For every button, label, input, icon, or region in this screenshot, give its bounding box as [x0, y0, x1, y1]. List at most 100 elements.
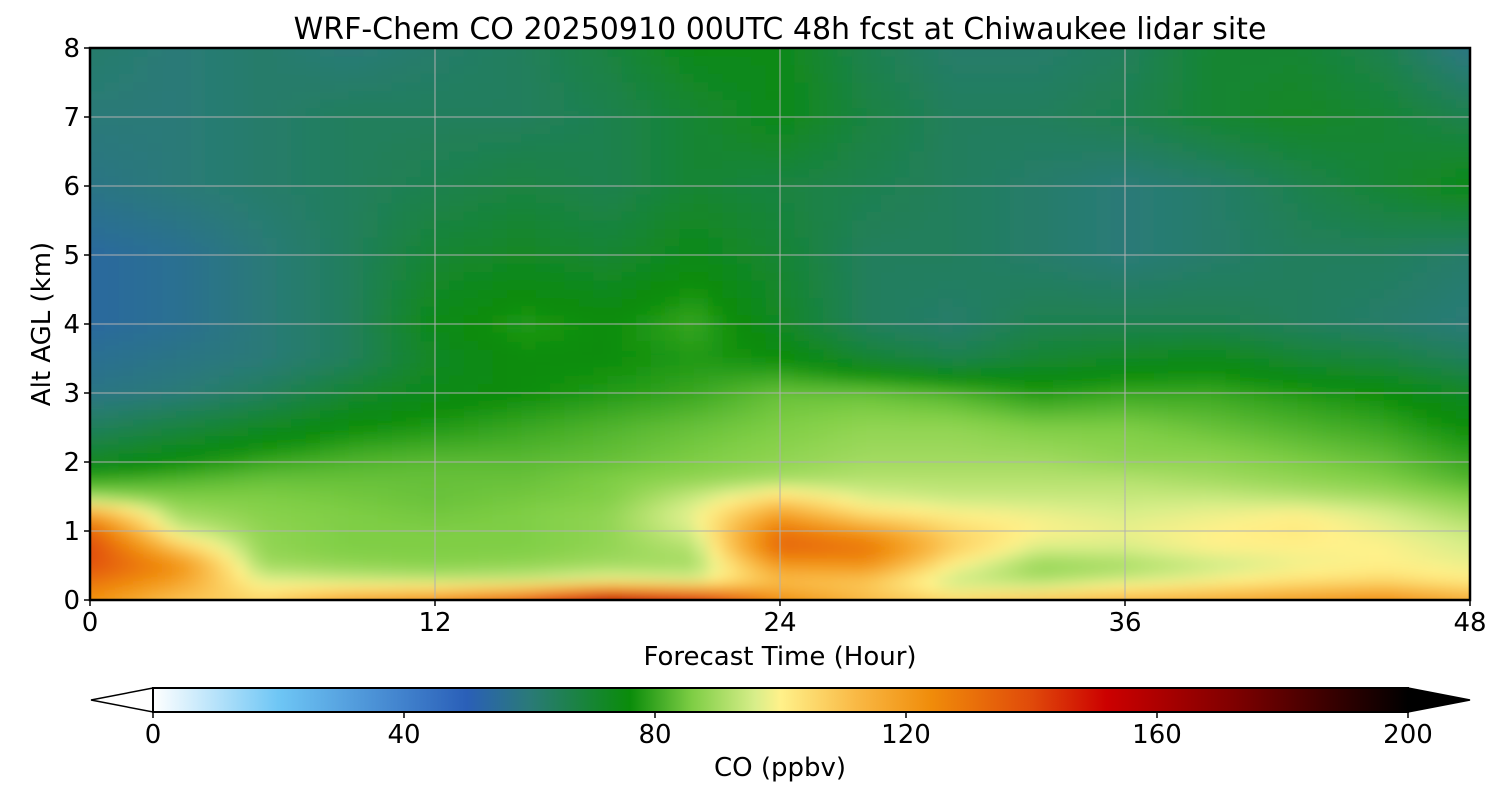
heat-cell [248, 332, 264, 342]
heat-cell [1211, 91, 1227, 101]
heat-cell [104, 306, 120, 316]
heat-cell [377, 444, 393, 454]
heat-cell [1168, 91, 1184, 101]
heat-cell [363, 194, 379, 204]
heat-cell [161, 427, 177, 437]
heat-cell [205, 31, 220, 40]
heat-cell [1455, 289, 1470, 299]
heat-cell [621, 229, 637, 239]
heat-cell [952, 194, 968, 204]
heat-cell [1297, 332, 1313, 342]
heat-cell [478, 367, 494, 377]
heat-cell [334, 220, 350, 230]
heat-cell [291, 324, 307, 334]
heat-cell [1010, 237, 1025, 247]
heat-cell [262, 211, 278, 222]
heat-cell [377, 289, 393, 299]
heat-cell [521, 272, 537, 282]
heat-cell [391, 246, 407, 256]
heat-cell [1110, 142, 1126, 153]
heat-cell [219, 367, 235, 377]
heat-cell [1283, 237, 1299, 247]
heat-cell [636, 65, 652, 75]
heat-cell [593, 444, 609, 454]
heat-cell [1412, 324, 1428, 334]
heat-cell [1369, 186, 1385, 196]
heat-cell [1240, 82, 1255, 92]
heat-cell [1484, 143, 1499, 152]
heat-cell [952, 401, 968, 411]
heat-cell [794, 306, 810, 316]
heat-cell [1412, 203, 1428, 213]
heat-cell [420, 73, 436, 84]
heat-cell [923, 393, 939, 403]
heat-cell [90, 298, 91, 308]
heat-cell [794, 410, 810, 420]
heat-cell [377, 220, 393, 230]
heat-cell [880, 453, 896, 463]
heat-cell [262, 298, 278, 308]
heat-cell [981, 349, 997, 360]
heat-cell [1398, 298, 1414, 308]
heat-cell [435, 108, 450, 118]
heat-cell [1125, 255, 1140, 265]
heat-cell [1211, 168, 1227, 178]
heat-cell [1311, 99, 1327, 109]
heat-cell [406, 436, 422, 446]
heat-cell [1038, 108, 1054, 118]
heat-cell [722, 194, 738, 204]
heat-cell [966, 151, 982, 161]
heat-cell [1426, 332, 1442, 342]
heat-cell [923, 168, 939, 178]
heat-cell [1383, 65, 1399, 75]
heat-cell [1455, 177, 1470, 187]
heat-cell [1211, 134, 1227, 144]
heat-cell [1369, 315, 1385, 325]
heat-cell [1182, 298, 1198, 308]
heat-cell [147, 168, 163, 178]
heat-cell [1383, 444, 1399, 454]
heat-cell [1412, 73, 1428, 84]
heat-cell [1196, 99, 1212, 109]
heat-cell [435, 324, 450, 334]
heat-cell [1426, 48, 1442, 58]
heat-cell [133, 298, 149, 308]
heat-cell [1081, 367, 1097, 377]
heat-cell [449, 280, 465, 291]
heat-cell [837, 160, 853, 170]
heat-cell [765, 427, 781, 437]
heat-cell [377, 401, 393, 411]
heat-cell [276, 358, 292, 368]
heat-cell [363, 220, 379, 230]
heat-cell [406, 56, 422, 66]
heat-cell [305, 246, 321, 256]
heat-cell [1024, 384, 1040, 394]
heat-cell [1196, 117, 1212, 127]
heat-cell [564, 211, 580, 222]
heat-cell [665, 324, 680, 334]
heat-cell [564, 367, 580, 377]
heat-cell [334, 436, 350, 446]
heat-cell [133, 246, 149, 256]
heat-cell [305, 117, 321, 127]
heat-cell [1240, 393, 1255, 403]
heat-cell [1196, 56, 1212, 66]
heat-cell [895, 56, 910, 66]
heat-cell [1412, 91, 1428, 101]
heat-cell [823, 401, 839, 411]
heat-cell [1196, 125, 1212, 135]
heat-cell [1455, 142, 1470, 153]
heat-cell [363, 255, 379, 265]
heat-cell [1053, 73, 1069, 84]
heat-cell [348, 298, 364, 308]
heat-cell [276, 134, 292, 144]
heat-cell [219, 220, 235, 230]
heat-cell [593, 306, 609, 316]
heat-cell [1254, 349, 1270, 360]
heat-cell [1254, 358, 1270, 368]
heat-cell [161, 332, 177, 342]
heat-cell [147, 134, 163, 144]
heat-cell [1168, 418, 1184, 429]
heat-cell [463, 410, 479, 420]
heat-cell [1283, 65, 1299, 75]
